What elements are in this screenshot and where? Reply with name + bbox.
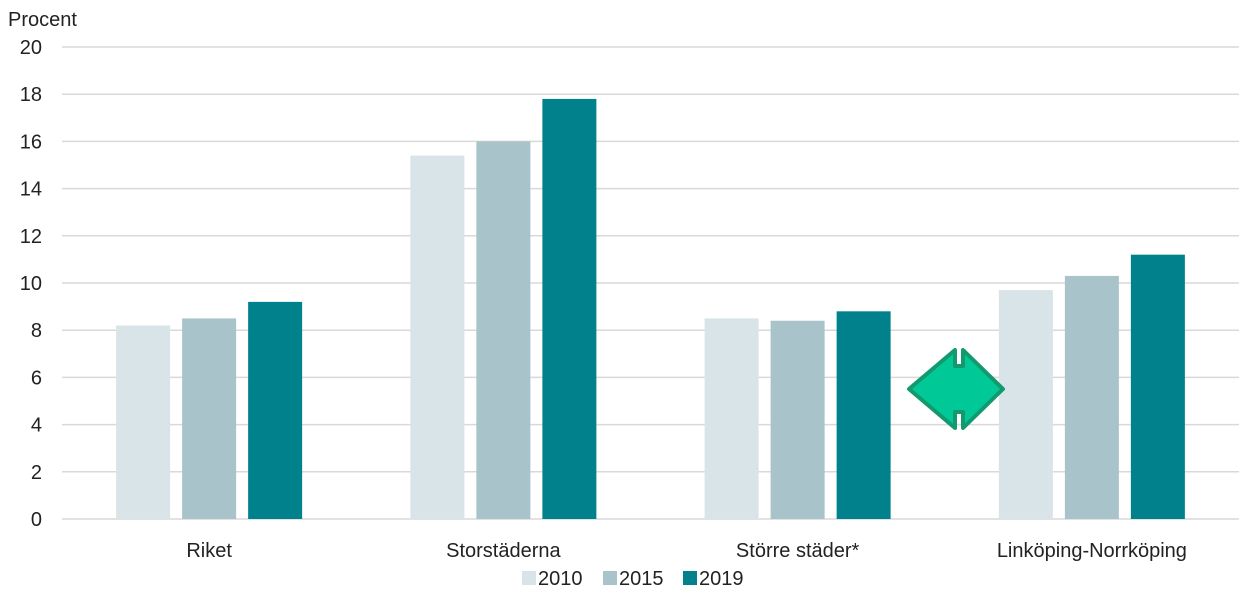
y-tick-label: 2	[31, 462, 42, 484]
bar-2010-riket	[116, 325, 171, 519]
y-tick-label: 6	[31, 367, 42, 389]
y-tick-label: 20	[20, 37, 42, 59]
y-axis-unit-label: Procent	[8, 9, 77, 31]
bar-2015-större-städer-	[770, 320, 825, 519]
left-right-arrow-icon	[907, 348, 1005, 430]
legend-label-2015: 2015	[619, 568, 664, 590]
legend-swatch-2010	[522, 571, 536, 585]
y-tick-label: 14	[20, 179, 42, 201]
bar-2019-riket	[248, 301, 303, 519]
y-tick-label: 16	[20, 131, 42, 153]
bars	[116, 98, 1185, 520]
legend-label-2010: 2010	[538, 568, 583, 590]
y-tick-label: 4	[31, 415, 42, 437]
y-tick-label: 8	[31, 320, 42, 342]
y-tick-label: 18	[20, 84, 42, 106]
bar-2019-storstäderna	[542, 98, 597, 520]
bar-2015-linköping-norrköping	[1064, 275, 1119, 519]
bar-2015-riket	[182, 318, 237, 519]
bar-2010-linköping-norrköping	[998, 290, 1053, 519]
legend: 2010 2015 2019	[522, 568, 744, 590]
legend-swatch-2015	[603, 571, 617, 585]
category-labels: Riket Storstäderna Större städer* Linköping…	[186, 540, 1187, 562]
y-axis-ticks: 0 2 4 6 8 10 12 14 16 18 20	[20, 37, 42, 531]
x-category-label: Linköping-Norrköping	[997, 540, 1187, 562]
y-tick-label: 0	[31, 509, 42, 531]
x-category-label: Storstäderna	[446, 540, 561, 562]
x-category-label: Större städer*	[736, 540, 860, 562]
bar-2015-storstäderna	[476, 141, 531, 519]
bar-2010-storstäderna	[410, 155, 465, 519]
legend-label-2019: 2019	[699, 568, 744, 590]
bar-2010-större-städer-	[704, 318, 759, 519]
y-tick-label: 12	[20, 226, 42, 248]
legend-swatch-2019	[683, 571, 697, 585]
gridlines	[62, 46, 1239, 520]
y-tick-label: 10	[20, 273, 42, 295]
bar-2019-linköping-norrköping	[1130, 254, 1185, 519]
bar-2019-större-städer-	[836, 311, 891, 519]
x-category-label: Riket	[186, 540, 232, 562]
